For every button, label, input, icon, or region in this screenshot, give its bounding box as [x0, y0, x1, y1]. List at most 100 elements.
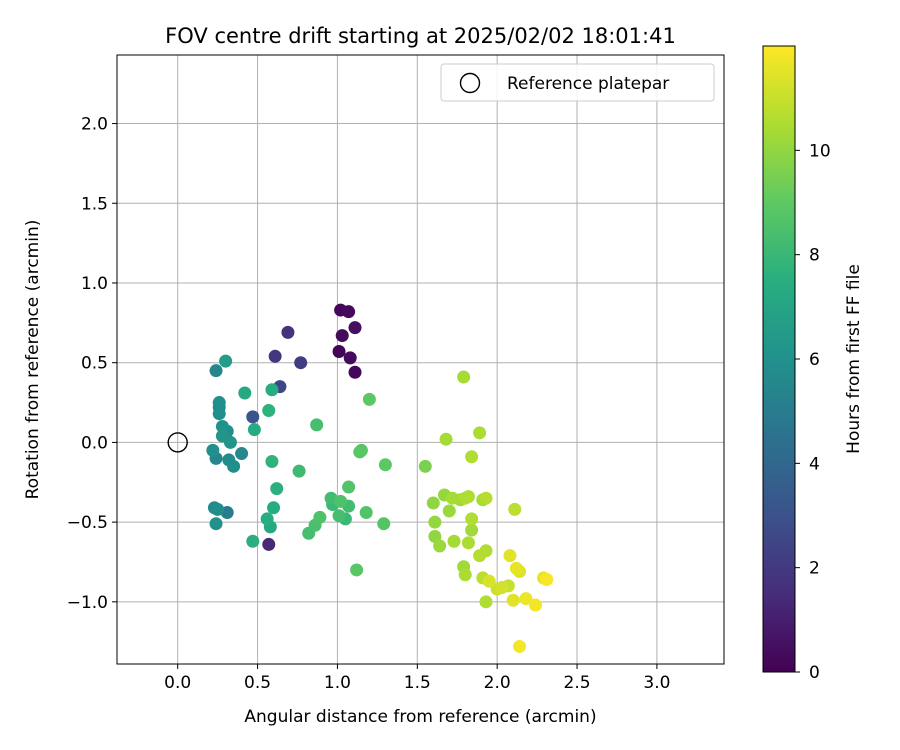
legend: Reference platepar — [440, 63, 715, 102]
colorbar-gradient — [763, 46, 795, 672]
x-tick-label: 1.0 — [324, 673, 351, 693]
colorbar-tick-label: 2 — [809, 559, 820, 579]
data-point — [246, 534, 260, 548]
data-point — [215, 429, 229, 443]
data-point — [473, 549, 487, 563]
y-tick-label: 1.5 — [81, 194, 108, 214]
data-point — [265, 455, 279, 469]
data-point — [473, 426, 487, 440]
data-point — [377, 517, 391, 531]
data-point — [343, 351, 357, 365]
y-tick-label: 0.5 — [81, 354, 108, 374]
y-tick-label: −0.5 — [67, 513, 108, 533]
data-point — [235, 447, 249, 461]
data-point — [359, 506, 373, 520]
data-point — [458, 491, 472, 505]
data-point — [508, 502, 522, 516]
reference-platepar-marker — [167, 432, 188, 453]
data-point — [294, 356, 308, 370]
data-point — [428, 529, 442, 543]
y-tick-label: 2.0 — [81, 115, 108, 135]
x-tick-label: 2.0 — [484, 673, 511, 693]
data-point — [439, 432, 453, 446]
data-point — [260, 512, 274, 526]
data-point — [265, 383, 279, 397]
data-point — [332, 345, 346, 359]
data-point — [335, 329, 349, 343]
data-point — [332, 509, 346, 523]
data-point — [281, 325, 295, 339]
grid — [117, 55, 724, 664]
y-axis: −1.0 −0.5 0.0 0.5 1.0 1.5 2.0 — [67, 115, 117, 613]
data-point — [458, 568, 472, 582]
data-point — [219, 354, 233, 368]
x-tick-label: 0.5 — [244, 673, 271, 693]
y-tick-label: −1.0 — [67, 593, 108, 613]
y-tick-label: 0.0 — [81, 433, 108, 453]
colorbar-tick-label: 0 — [809, 663, 820, 683]
data-point — [270, 482, 284, 496]
colorbar-tick-label: 10 — [809, 141, 831, 161]
data-point — [465, 512, 479, 526]
data-point — [509, 561, 523, 575]
data-point — [262, 537, 276, 551]
data-point — [465, 450, 479, 464]
data-point — [465, 523, 479, 537]
data-point — [442, 504, 456, 518]
data-point — [519, 592, 533, 606]
data-point — [433, 539, 447, 553]
data-point — [206, 443, 220, 457]
data-point — [447, 534, 461, 548]
data-point — [348, 321, 362, 335]
colorbar-tick-label: 6 — [809, 350, 820, 370]
colorbar-tick-label: 4 — [809, 454, 820, 474]
data-point — [310, 418, 324, 432]
data-point — [428, 515, 442, 529]
data-point — [227, 459, 241, 473]
data-point — [461, 536, 475, 550]
x-tick-label: 3.0 — [643, 673, 670, 693]
data-point — [529, 598, 543, 612]
legend-entry-reference-platepar: Reference platepar — [507, 74, 669, 94]
data-point — [268, 349, 282, 363]
plot-frame — [116, 54, 725, 665]
data-point — [445, 491, 459, 505]
data-point — [209, 364, 223, 378]
data-point — [212, 396, 226, 410]
data-point — [362, 392, 376, 406]
legend-box — [440, 63, 715, 102]
data-point — [482, 574, 496, 588]
data-point — [503, 549, 517, 563]
x-tick-label: 2.5 — [564, 673, 591, 693]
data-point — [479, 491, 493, 505]
x-axis: 0.0 0.5 1.0 1.5 2.0 2.5 3.0 — [164, 664, 670, 693]
colorbar-ticks: 0 2 4 6 8 10 — [795, 141, 831, 683]
data-point — [247, 423, 261, 437]
data-points — [206, 303, 554, 653]
data-point — [457, 370, 471, 384]
colorbar-label: Hours from first FF file — [844, 264, 864, 454]
colorbar-tick-label: 8 — [809, 246, 820, 266]
data-point — [378, 458, 392, 472]
data-point — [506, 593, 520, 607]
data-point — [353, 445, 367, 459]
colorbar: 0 2 4 6 8 10 Hours from first FF file — [762, 45, 864, 683]
chart-title: FOV centre drift starting at 2025/02/02 … — [165, 24, 676, 48]
data-point — [313, 510, 327, 524]
data-point — [262, 404, 276, 418]
data-point — [267, 501, 281, 515]
data-point — [426, 496, 440, 510]
data-point — [211, 502, 225, 516]
y-axis-label: Rotation from reference (arcmin) — [23, 220, 43, 500]
data-point — [348, 365, 362, 379]
data-point — [238, 386, 252, 400]
y-tick-label: 1.0 — [81, 274, 108, 294]
x-axis-label: Angular distance from reference (arcmin) — [244, 707, 596, 727]
data-point — [513, 639, 527, 653]
data-point — [342, 305, 356, 319]
data-point — [246, 410, 260, 424]
data-point — [342, 480, 356, 494]
data-point — [540, 573, 554, 587]
data-point — [418, 459, 432, 473]
